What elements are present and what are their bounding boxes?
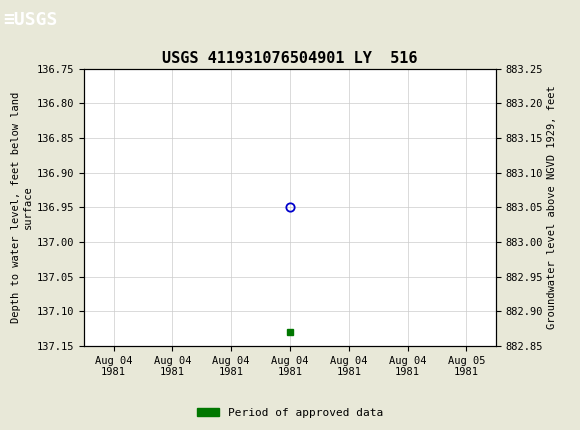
- Text: ≡USGS: ≡USGS: [3, 11, 57, 29]
- Text: USGS 411931076504901 LY  516: USGS 411931076504901 LY 516: [162, 51, 418, 65]
- Y-axis label: Groundwater level above NGVD 1929, feet: Groundwater level above NGVD 1929, feet: [548, 86, 557, 329]
- Y-axis label: Depth to water level, feet below land
surface: Depth to water level, feet below land su…: [11, 92, 32, 323]
- Legend: Period of approved data: Period of approved data: [193, 403, 387, 422]
